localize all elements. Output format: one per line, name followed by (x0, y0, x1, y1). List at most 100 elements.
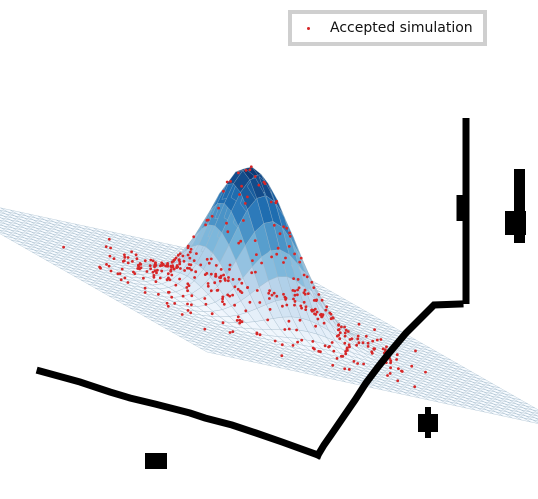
scatter-point (251, 259, 254, 262)
scatter-point (305, 275, 309, 279)
scatter-point (396, 379, 400, 383)
scatter-point (275, 294, 279, 298)
scatter-point (336, 328, 340, 332)
scatter-point (186, 282, 190, 286)
scatter-point (312, 286, 316, 289)
scatter-point (343, 325, 346, 329)
scatter-point (226, 293, 230, 297)
scatter-point (346, 330, 350, 333)
scatter-point (116, 272, 120, 276)
scatter-point (300, 306, 303, 310)
scatter-point (189, 311, 193, 315)
scatter-point (218, 279, 222, 283)
scatter-point (182, 259, 186, 263)
scatter-point (235, 319, 239, 322)
scatter-point (347, 343, 351, 347)
scatter-point (178, 260, 182, 264)
scatter-point (297, 286, 301, 290)
scatter-point (169, 265, 173, 268)
scatter-point (166, 264, 170, 268)
scatter-point (372, 347, 376, 350)
scatter-point (343, 331, 347, 335)
scatter-point (194, 270, 198, 274)
scatter-point (137, 265, 141, 268)
scatter-point (180, 313, 184, 316)
scatter-point (178, 277, 182, 281)
scatter-point (292, 277, 295, 280)
scatter-point (203, 297, 207, 300)
scatter-point (306, 292, 310, 295)
scatter-point (344, 352, 348, 356)
scatter-point (233, 303, 237, 307)
scatter-point (207, 261, 211, 265)
scatter-point (257, 183, 261, 187)
scatter-point (152, 274, 156, 277)
scatter-point (143, 286, 147, 290)
scatter-point (341, 354, 345, 358)
scatter-point (362, 362, 365, 366)
scatter-point (366, 345, 370, 348)
scatter-point (167, 290, 170, 294)
scatter-point (153, 264, 157, 268)
scatter-point (283, 328, 287, 331)
scatter-point (287, 327, 291, 331)
scatter-point (225, 180, 229, 184)
scatter-point (268, 297, 271, 300)
scatter-point (424, 370, 427, 374)
scatter-point (329, 317, 333, 321)
scatter-point (170, 260, 174, 264)
surface-patch (532, 409, 538, 414)
scatter-point (282, 261, 285, 264)
scatter-point (155, 271, 158, 275)
scatter-point (280, 354, 284, 358)
scatter-point (253, 239, 257, 243)
scatter-point (295, 328, 298, 332)
scatter-point (293, 300, 297, 303)
scatter-point (240, 320, 244, 324)
scatter-point (159, 264, 163, 267)
scatter-point (237, 171, 240, 175)
scatter-point (62, 245, 65, 249)
z-axis-label-mark (505, 169, 526, 243)
scatter-point (255, 253, 258, 256)
scatter-point (178, 262, 182, 266)
scatter-point (154, 261, 157, 265)
scatter-point (299, 304, 303, 308)
scatter-point (272, 223, 276, 227)
scatter-point (340, 325, 343, 329)
scatter-point (321, 313, 325, 317)
scatter-point (167, 276, 170, 280)
scatter-point (314, 324, 317, 328)
scatter-point (278, 232, 282, 236)
scatter-point (99, 266, 102, 270)
scatter-point (199, 263, 203, 267)
scatter-point (221, 300, 224, 303)
scatter-point (214, 264, 218, 267)
scatter-point (260, 261, 263, 265)
scatter-point (178, 252, 182, 256)
scatter-point (186, 302, 189, 306)
scatter-point (143, 259, 147, 263)
scatter-point (312, 299, 316, 302)
scatter-point (228, 263, 232, 267)
scatter-point (314, 313, 318, 316)
scatter-point (193, 276, 197, 279)
scatter-point (310, 280, 314, 284)
scatter-point (281, 304, 284, 308)
scatter-point (170, 273, 174, 277)
scatter-point (192, 259, 196, 262)
scatter-point (267, 291, 271, 295)
scatter-point (413, 385, 417, 389)
scatter-point (188, 256, 192, 260)
scatter-point (348, 345, 351, 349)
scatter-point (109, 246, 112, 250)
scatter-point (192, 235, 196, 239)
scatter-point (345, 347, 349, 351)
scatter-point (104, 245, 108, 249)
x-axis-label-mark (145, 453, 167, 469)
scatter-point (142, 276, 145, 280)
scatter-point (179, 267, 182, 270)
scatter-point (332, 349, 336, 353)
scatter-point (291, 289, 295, 292)
